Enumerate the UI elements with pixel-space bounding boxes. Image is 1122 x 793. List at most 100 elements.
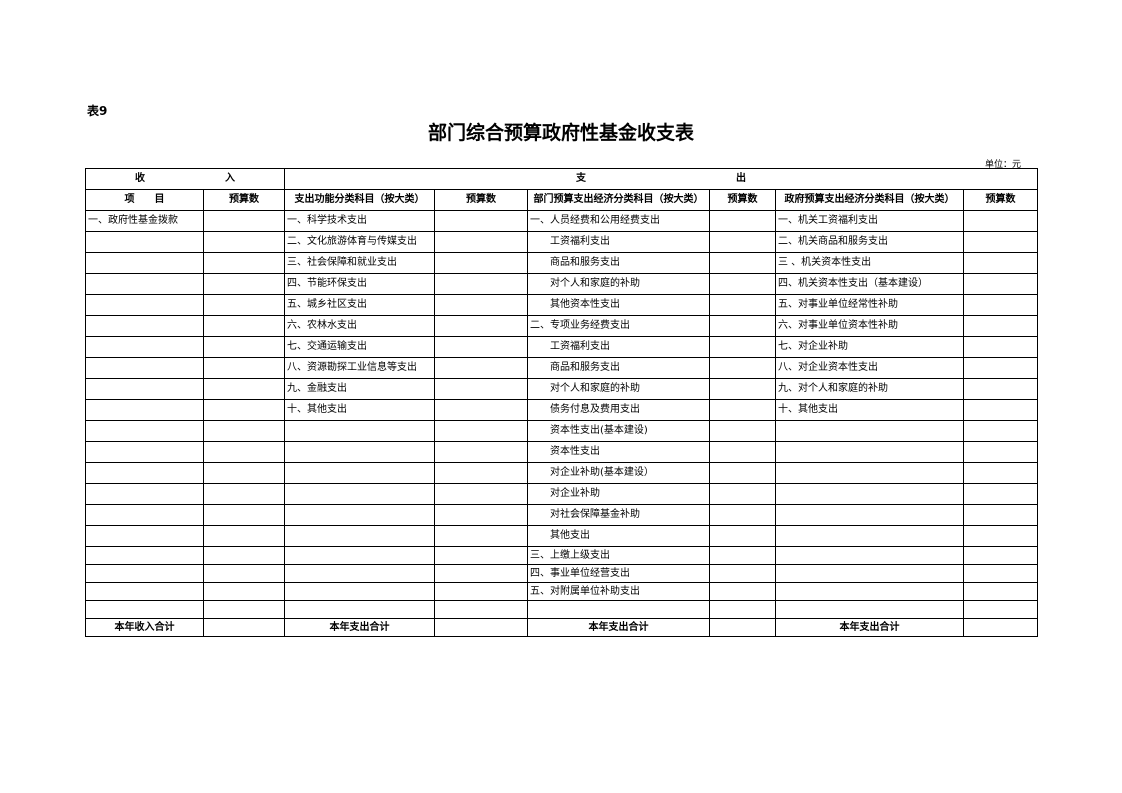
func-item: [284, 600, 435, 619]
func-item: [284, 462, 435, 484]
gov-item: [775, 462, 964, 484]
budget-value: [203, 441, 285, 463]
budget-value: [203, 462, 285, 484]
dept-item: 五、对附属单位补助支出: [527, 582, 710, 601]
budget-value: [709, 231, 776, 253]
budget-value: [962, 420, 1039, 442]
budget-value: [962, 564, 1039, 583]
gov-item: [775, 564, 964, 583]
budget-value: [203, 252, 285, 274]
gov-item: 二、机关商品和服务支出: [775, 231, 964, 253]
budget-value: [434, 564, 528, 583]
table-row: 一、政府性基金拨款 一、科学技术支出 一、人员经费和公用经费支出 一、机关工资福利支出: [85, 210, 1039, 232]
dept-item: 商品和服务支出: [527, 357, 710, 379]
budget-value: [434, 273, 528, 295]
table-row: 三、上缴上级支出: [85, 546, 1039, 565]
func-item: 六、农林水支出: [284, 315, 435, 337]
budget-table: 收 入 支 出 项 目 预算数 支出功能分类科目（按大类） 预算数 部门预算支出…: [85, 168, 1039, 637]
budget-value: [203, 546, 285, 565]
budget-value: [962, 525, 1039, 547]
budget-value: [434, 399, 528, 421]
dept-item: 资本性支出(基本建设): [527, 420, 710, 442]
budget-value: [434, 357, 528, 379]
budget-value: [434, 546, 528, 565]
income-item: [85, 564, 204, 583]
dept-item: 商品和服务支出: [527, 252, 710, 274]
budget-value: [434, 294, 528, 316]
func-header: 支出功能分类科目（按大类）: [284, 189, 435, 211]
dept-item: 工资福利支出: [527, 336, 710, 358]
table-row: 六、农林水支出 二、专项业务经费支出 六、对事业单位资本性补助: [85, 315, 1039, 337]
budget-value: [962, 441, 1039, 463]
dept-item: 其他资本性支出: [527, 294, 710, 316]
income-item: [85, 315, 204, 337]
func-item: [284, 564, 435, 583]
table-row: 七、交通运输支出 工资福利支出 七、对企业补助: [85, 336, 1039, 358]
func-item: [284, 420, 435, 442]
dept-item: 四、事业单位经营支出: [527, 564, 710, 583]
gov-item: 一、机关工资福利支出: [775, 210, 964, 232]
income-item: [85, 231, 204, 253]
budget-value: [203, 357, 285, 379]
dept-item: 资本性支出: [527, 441, 710, 463]
func-item: [284, 546, 435, 565]
func-item: 三、社会保障和就业支出: [284, 252, 435, 274]
gov-item: [775, 600, 964, 619]
budget-header: 预算数: [434, 189, 528, 211]
page-title: 部门综合预算政府性基金收支表: [427, 122, 694, 144]
income-item: [85, 441, 204, 463]
table-row: 资本性支出(基本建设): [85, 420, 1039, 442]
dept-item: 二、专项业务经费支出: [527, 315, 710, 337]
income-item: [85, 582, 204, 601]
dept-item: 对个人和家庭的补助: [527, 273, 710, 295]
budget-value: [709, 294, 776, 316]
table-row: 对社会保障基金补助: [85, 504, 1039, 526]
budget-value: [434, 504, 528, 526]
total-value: [203, 618, 285, 637]
income-item: [85, 504, 204, 526]
gov-item: 五、对事业单位经常性补助: [775, 294, 964, 316]
income-item: [85, 525, 204, 547]
gov-header: 政府预算支出经济分类科目（按大类）: [775, 189, 964, 211]
budget-value: [962, 315, 1039, 337]
budget-value: [709, 336, 776, 358]
table-row: 九、金融支出 对个人和家庭的补助 九、对个人和家庭的补助: [85, 378, 1039, 400]
budget-value: [709, 582, 776, 601]
func-item: 七、交通运输支出: [284, 336, 435, 358]
budget-value: [962, 582, 1039, 601]
table-row: 资本性支出: [85, 441, 1039, 463]
income-item: [85, 378, 204, 400]
budget-value: [709, 315, 776, 337]
budget-value: [434, 441, 528, 463]
budget-header: 预算数: [962, 189, 1039, 211]
budget-value: [203, 273, 285, 295]
budget-value: [709, 420, 776, 442]
func-item: 十、其他支出: [284, 399, 435, 421]
budget-value: [203, 483, 285, 505]
func-item: [284, 582, 435, 601]
income-item: [85, 546, 204, 565]
gov-item: [775, 504, 964, 526]
budget-value: [434, 462, 528, 484]
table-row: 四、节能环保支出 对个人和家庭的补助 四、机关资本性支出（基本建设）: [85, 273, 1039, 295]
budget-value: [203, 525, 285, 547]
budget-value: [203, 420, 285, 442]
table-number: 表9: [87, 104, 108, 118]
budget-value: [709, 462, 776, 484]
budget-value: [709, 546, 776, 565]
budget-value: [962, 210, 1039, 232]
budget-value: [962, 600, 1039, 619]
dept-header: 部门预算支出经济分类科目（按大类）: [527, 189, 710, 211]
income-item: [85, 600, 204, 619]
budget-value: [434, 420, 528, 442]
budget-value: [709, 399, 776, 421]
budget-value: [203, 294, 285, 316]
func-item: 五、城乡社区支出: [284, 294, 435, 316]
income-header: 收 入: [85, 168, 285, 190]
table-row: 五、对附属单位补助支出: [85, 582, 1039, 601]
totals-row: 本年收入合计 本年支出合计 本年支出合计 本年支出合计: [85, 618, 1039, 637]
func-item: 九、金融支出: [284, 378, 435, 400]
gov-item: [775, 441, 964, 463]
income-item: [85, 483, 204, 505]
gov-item: [775, 546, 964, 565]
